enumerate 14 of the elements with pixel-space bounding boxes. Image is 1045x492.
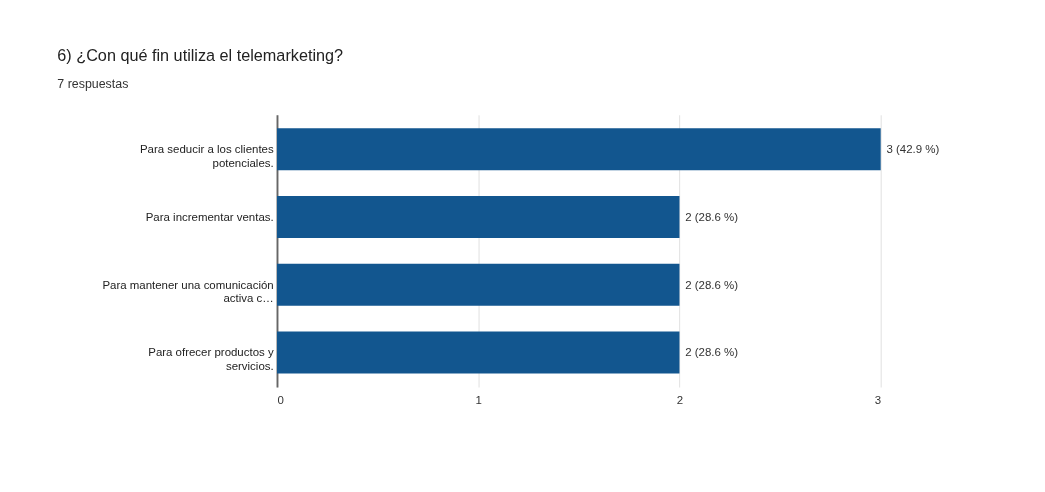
data-label: 3 (42.9 %) (886, 143, 940, 156)
data-label: 2 (28.6 %) (685, 210, 739, 223)
chart-title: 6) ¿Con qué fin utiliza el telemarketing? (57, 46, 344, 65)
y-tick-label: Para incrementar ventas. (145, 210, 274, 223)
y-tick-label: Para mantener una comunicación activa c… (102, 278, 274, 304)
text: 7 respuestas (57, 77, 129, 92)
x-tick-label: 2 (676, 393, 684, 406)
data-label: 2 (28.6 %) (685, 278, 739, 291)
y-tick-label: Para seducir a los clientes potenciales. (139, 143, 274, 169)
x-tick-label: 3 (874, 393, 882, 406)
x-tick-label: 1 (475, 393, 482, 406)
y-tick-label: Para ofrecer productos y servicios. (148, 346, 274, 372)
x-tick-label: 0 (277, 393, 284, 406)
data-label: 2 (28.6 %) (685, 346, 739, 359)
